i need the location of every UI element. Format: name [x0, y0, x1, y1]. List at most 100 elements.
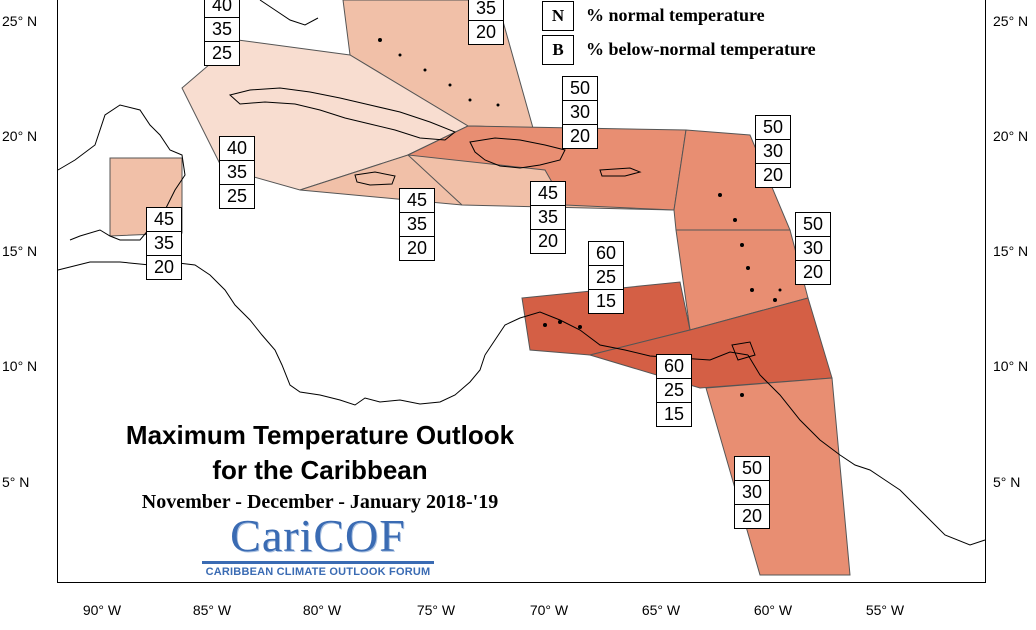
prob-above: 50	[735, 457, 769, 481]
coast-mexico-yucatan	[57, 104, 186, 241]
prob-below: 20	[537, 231, 559, 251]
prob-normal: 30	[735, 481, 769, 505]
legend-key: B	[542, 35, 574, 65]
prob-box-windward-islands: 50 30 20	[795, 212, 831, 285]
prob-normal: 35	[469, 0, 503, 21]
island-dot	[750, 288, 754, 292]
island-dot	[778, 288, 782, 292]
prob-above: 40	[205, 0, 239, 18]
island-dot	[733, 218, 737, 222]
map-frame	[57, 0, 986, 583]
prob-normal: 30	[796, 237, 830, 261]
map-title-line2: for the Caribbean	[212, 455, 428, 485]
prob-above: 45	[147, 208, 181, 232]
island-dot	[773, 298, 777, 302]
island-dot	[558, 320, 562, 324]
island-dot	[543, 323, 547, 327]
coast-cuba	[228, 87, 456, 141]
prob-box-jamaica: 45 35 20	[399, 188, 435, 261]
coast-guianas	[747, 354, 986, 546]
lat-label-left: 25° N	[2, 13, 38, 29]
prob-box-trinidad-tobago: 60 25 15	[656, 354, 692, 427]
lon-label: 60° W	[753, 602, 793, 618]
prob-normal: 35	[531, 206, 565, 230]
coast-hispaniola	[469, 137, 566, 169]
prob-normal: 30	[563, 101, 597, 125]
prob-above: 60	[657, 355, 691, 379]
prob-normal: 25	[589, 266, 623, 290]
island-dot	[378, 38, 382, 42]
prob-above: 50	[563, 77, 597, 101]
island-dot	[496, 103, 500, 107]
lon-label: 55° W	[865, 602, 905, 618]
prob-below: 25	[211, 43, 233, 63]
island-dot	[398, 53, 402, 57]
prob-box-bahamas: 35 20	[468, 0, 504, 45]
prob-normal: 35	[400, 213, 434, 237]
lon-label: 85° W	[192, 602, 232, 618]
prob-below: 25	[226, 186, 248, 206]
logo-rule	[202, 561, 434, 564]
prob-normal: 35	[147, 232, 181, 256]
island-dot	[740, 393, 744, 397]
prob-normal: 25	[657, 379, 691, 403]
island-dot	[718, 193, 722, 197]
prob-above: 50	[796, 213, 830, 237]
lon-label: 90° W	[82, 602, 122, 618]
prob-box-guianas: 50 30 20	[734, 456, 770, 529]
legend-key: N	[542, 1, 574, 31]
island-dot	[740, 243, 744, 247]
map-subtitle: November - December - January 2018-'19	[141, 491, 499, 513]
prob-below: 15	[663, 404, 685, 424]
map-title: Maximum Temperature Outlook	[125, 420, 515, 450]
lat-label-left: 20° N	[2, 128, 38, 144]
lat-label-left: 15° N	[2, 243, 38, 259]
prob-below: 20	[475, 22, 497, 42]
coast-florida	[259, 0, 319, 26]
prob-above: 40	[220, 137, 254, 161]
island-dot	[423, 68, 427, 72]
island-dot	[468, 98, 472, 102]
prob-box-hispaniola-puerto-rico: 45 35 20	[530, 181, 566, 254]
prob-box-leeward-islands: 50 30 20	[755, 115, 791, 188]
island-dot	[578, 325, 582, 329]
legend-label: % below-normal temperature	[586, 39, 816, 59]
coast-puerto-rico	[599, 167, 642, 177]
prob-below: 20	[406, 238, 428, 258]
island-dot	[746, 266, 750, 270]
lon-label: 65° W	[641, 602, 681, 618]
lat-label-right: 10° N	[993, 358, 1029, 374]
island-dot	[448, 83, 452, 87]
caricof-logo: CariCOF CARIBBEAN CLIMATE OUTLOOK FORUM	[202, 513, 434, 578]
prob-below: 15	[595, 291, 617, 311]
lat-label-right: 20° N	[993, 128, 1029, 144]
coast-jamaica	[354, 171, 396, 186]
prob-normal: 30	[756, 140, 790, 164]
prob-above: 60	[589, 242, 623, 266]
lon-label: 75° W	[416, 602, 456, 618]
prob-box-cayman: 40 35 25	[219, 136, 255, 209]
prob-box-cuba: 40 35 25	[204, 0, 240, 66]
lat-label-right: 15° N	[993, 243, 1029, 259]
prob-box-abc-islands: 60 25 15	[588, 241, 624, 314]
prob-above: 45	[400, 189, 434, 213]
prob-below: 20	[153, 257, 175, 277]
lat-label-left: 5° N	[2, 474, 30, 490]
logo-tagline: CARIBBEAN CLIMATE OUTLOOK FORUM	[205, 566, 431, 578]
prob-above: 45	[531, 182, 565, 206]
prob-below: 20	[802, 262, 824, 282]
prob-box-belize: 45 35 20	[146, 207, 182, 280]
logo-wordmark: CariCOF	[230, 510, 406, 561]
lon-label: 70° W	[529, 602, 569, 618]
prob-box-hispaniola-east: 50 30 20	[562, 76, 598, 149]
prob-normal: 35	[220, 161, 254, 185]
coast-trinidad	[731, 341, 756, 361]
prob-below: 20	[762, 165, 784, 185]
lat-label-right: 25° N	[993, 13, 1029, 29]
prob-below: 20	[569, 126, 591, 146]
coast-colombia-venezuela	[484, 311, 749, 361]
legend-label: % normal temperature	[586, 5, 765, 25]
prob-below: 20	[741, 506, 763, 526]
prob-normal: 35	[205, 18, 239, 42]
lat-label-left: 10° N	[2, 358, 38, 374]
